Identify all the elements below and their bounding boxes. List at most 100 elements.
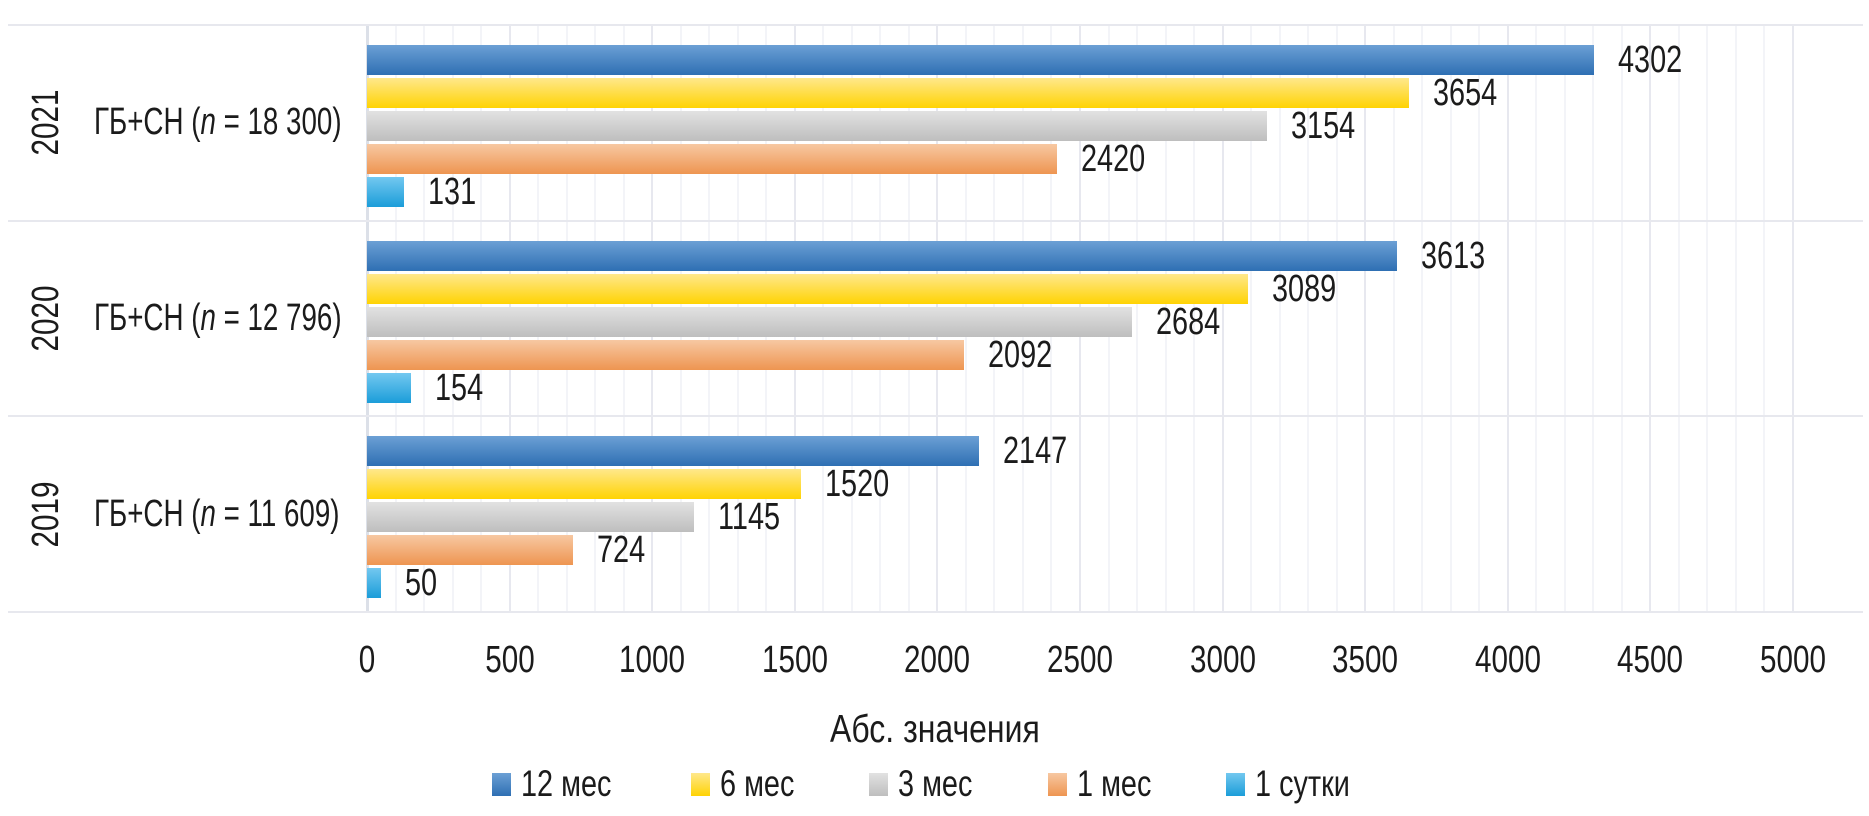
x-tick-label: 3000 (1189, 639, 1256, 681)
year-label-text: 2019 (24, 481, 67, 548)
bar-3-мес-2020 (367, 306, 1133, 337)
x-tick-label: 500 (484, 639, 535, 681)
legend-item: 1 сутки (1226, 762, 1377, 806)
bar-1-мес-2019 (367, 535, 574, 566)
bar-value-label: 2420 (1081, 138, 1146, 180)
category-label: ГБ+СН (n = 18 300) (94, 25, 374, 221)
legend-swatch-1-сутки (1226, 772, 1246, 796)
legend-label: 1 мес (1076, 763, 1152, 804)
category-label-text: ГБ+СН (n = 18 300) (94, 101, 342, 144)
legend-swatch-1-мес (1047, 772, 1067, 796)
x-axis-title: Абс. значения (0, 708, 1869, 752)
bar-6-мес-2020 (367, 273, 1248, 304)
bar-value-label: 154 (434, 366, 484, 409)
minor-gridline (1677, 25, 1680, 612)
x-axis-title-text: Абс. значения (829, 708, 1040, 751)
bar-value-label: 3089 (1271, 267, 1337, 310)
year-label: 2021 (0, 25, 92, 221)
row-separator (8, 415, 1863, 418)
category-label-part: n (200, 492, 216, 535)
legend-item: 12 мес (492, 762, 637, 806)
bar-1-мес-2020 (367, 339, 964, 370)
x-tick-label: 5000 (1760, 639, 1826, 681)
category-label-part: = 18 300) (215, 101, 342, 144)
major-gridline (1506, 25, 1509, 612)
bar-6-мес-2019 (367, 469, 801, 500)
minor-gridline (1193, 25, 1196, 612)
legend-swatch-6-мес (691, 772, 711, 796)
legend-label: 1 сутки (1255, 763, 1351, 804)
legend-item: 3 мес (869, 762, 993, 806)
category-label-part: = 12 796) (215, 296, 342, 339)
category-label-text: ГБ+СН (n = 12 796) (94, 297, 342, 340)
plot-area: 4302 3654 3154 2420 131 3613 3089 2684 2092 154 21… (366, 25, 1794, 612)
category-label-part: = 11 609) (215, 492, 340, 535)
category-label-text: ГБ+СН (n = 11 609) (94, 493, 340, 536)
legend: 12 мес 6 мес 3 мес 1 мес 1 сутки (0, 760, 1869, 808)
minor-gridline (1563, 25, 1566, 612)
major-gridline (1221, 25, 1224, 612)
bar-12-мес-2021 (367, 45, 1594, 75)
legend-swatch-12-мес (492, 772, 512, 796)
bar-value-label: 2092 (987, 333, 1052, 376)
plot-top-border (8, 24, 1863, 26)
bar-value-label: 3154 (1290, 105, 1355, 147)
minor-gridline (1421, 25, 1424, 612)
minor-gridline (1164, 25, 1167, 612)
x-tick-label: 1500 (761, 639, 828, 681)
bar-3-мес-2019 (367, 502, 694, 533)
category-label-part: ГБ+СН ( (94, 492, 201, 535)
minor-gridline (1335, 25, 1338, 612)
bar-value-label: 3613 (1421, 234, 1486, 277)
major-gridline (1364, 25, 1367, 612)
legend-label: 6 мес (720, 763, 795, 804)
bar-value-label: 4302 (1617, 39, 1683, 81)
bar-12-мес-2019 (367, 436, 980, 467)
year-label-text: 2021 (24, 89, 67, 156)
category-label-part: n (200, 101, 216, 144)
legend-item: 6 мес (691, 762, 815, 806)
year-label: 2019 (0, 416, 92, 612)
legend-label: 12 мес (521, 763, 612, 804)
minor-gridline (1136, 25, 1139, 612)
bar-value-label: 724 (597, 529, 646, 572)
bar-6-мес-2021 (367, 78, 1410, 108)
bar-value-label: 131 (428, 171, 477, 213)
minor-gridline (1392, 25, 1395, 612)
minor-gridline (1449, 25, 1452, 612)
legend-label: 3 мес (898, 763, 973, 804)
minor-gridline (1763, 25, 1766, 612)
minor-gridline (1278, 25, 1281, 612)
minor-gridline (1592, 25, 1595, 612)
minor-gridline (1250, 25, 1253, 612)
bar-1-сутки-2021 (367, 177, 405, 207)
year-label: 2020 (0, 221, 92, 417)
major-gridline (1792, 25, 1794, 612)
bar-12-мес-2020 (367, 240, 1398, 271)
x-tick-label: 4000 (1474, 639, 1541, 681)
minor-gridline (1706, 25, 1709, 612)
bar-1-сутки-2019 (367, 568, 382, 599)
x-tick-label: 0 (358, 639, 376, 681)
x-tick-label: 3500 (1332, 639, 1399, 681)
category-label-part: ГБ+СН ( (94, 296, 201, 339)
bar-1-мес-2021 (367, 144, 1058, 174)
minor-gridline (1734, 25, 1737, 612)
x-tick-label: 4500 (1617, 639, 1684, 681)
row-separator (8, 219, 1863, 222)
year-label-text: 2020 (24, 285, 67, 352)
major-gridline (1649, 25, 1652, 612)
x-axis-line (8, 611, 1863, 613)
category-label-part: ГБ+СН ( (94, 101, 201, 144)
x-tick-label: 2500 (1047, 639, 1113, 681)
x-tick-label: 1000 (619, 639, 686, 681)
bar-3-мес-2021 (367, 111, 1267, 141)
minor-gridline (1620, 25, 1623, 612)
bar-value-label: 50 (405, 562, 438, 605)
category-label: ГБ+СН (n = 11 609) (94, 416, 374, 612)
category-label-part: n (200, 296, 216, 339)
minor-gridline (1307, 25, 1310, 612)
x-tick-label: 2000 (904, 639, 971, 681)
bar-value-label: 3654 (1433, 72, 1498, 114)
